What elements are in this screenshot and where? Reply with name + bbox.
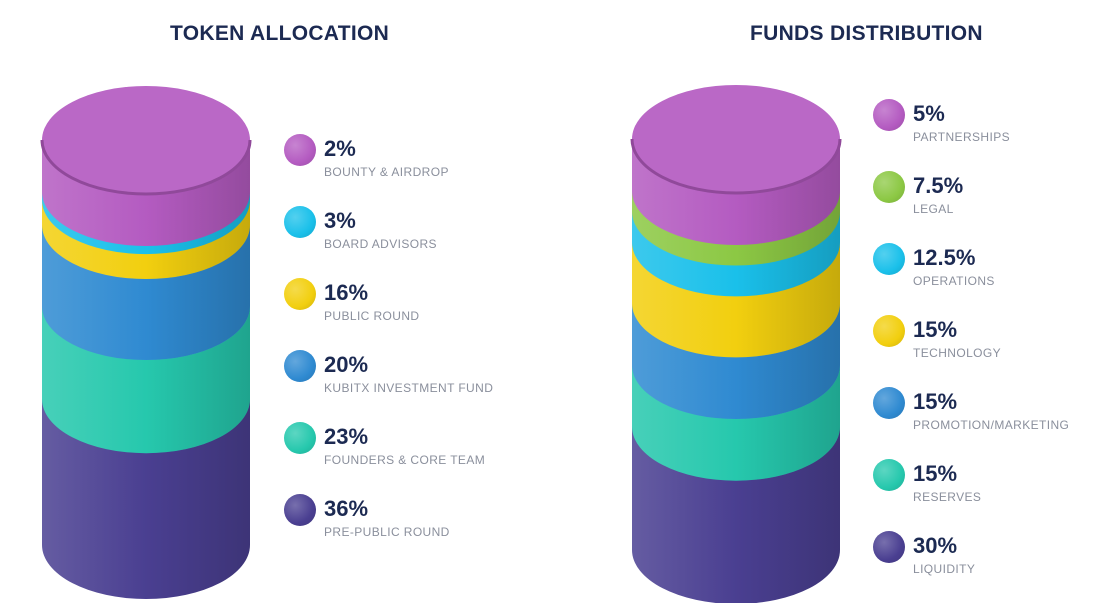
legend-item: 15% TECHNOLOGY xyxy=(873,313,1104,373)
legend-color-dot xyxy=(873,531,905,563)
legend-color-dot xyxy=(284,350,316,382)
legend-value: 5% xyxy=(913,101,945,126)
legend-label: PRE-PUBLIC ROUND xyxy=(324,525,450,539)
cylinder-slice xyxy=(630,85,842,245)
cylinder-top-rim xyxy=(630,138,842,195)
funds-distribution-panel: FUNDS DISTRIBUTION 5% PARTNERSHIPS 7.5% LEG… xyxy=(552,0,1104,603)
legend-value: 7.5% xyxy=(913,173,964,198)
legend-item: 15% RESERVES xyxy=(873,457,1104,517)
legend-label: OPERATIONS xyxy=(913,274,995,288)
legend-item: 36% PRE-PUBLIC ROUND xyxy=(284,492,524,552)
legend-value: 36% xyxy=(324,496,369,521)
legend-item: 3% BOARD ADVISORS xyxy=(284,204,524,264)
legend-item: 30% LIQUIDITY xyxy=(873,529,1104,589)
legend-item: 20% KUBITX INVESTMENT FUND xyxy=(284,348,524,408)
legend-item: 2% BOUNTY & AIRDROP xyxy=(284,132,524,192)
legend-item: 16% PUBLIC ROUND xyxy=(284,276,524,336)
legend-value: 30% xyxy=(913,533,958,558)
legend-label: FOUNDERS & CORE TEAM xyxy=(324,453,486,467)
cylinder-slice-top xyxy=(42,86,250,194)
legend-color-dot xyxy=(873,459,905,491)
legend-color-dot xyxy=(873,171,905,203)
legend-value: 15% xyxy=(913,461,958,486)
legend-value: 15% xyxy=(913,317,958,342)
legend-label: PROMOTION/MARKETING xyxy=(913,418,1070,432)
cylinder-stack-chart xyxy=(630,85,842,603)
legend-item: 15% PROMOTION/MARKETING xyxy=(873,385,1104,445)
legend-label: LIQUIDITY xyxy=(913,562,976,576)
legend-label: RESERVES xyxy=(913,490,982,504)
legend-item: 23% FOUNDERS & CORE TEAM xyxy=(284,420,524,480)
legend-label: PARTNERSHIPS xyxy=(913,130,1011,144)
cylinder-slice-top xyxy=(632,85,840,193)
legend-item: 7.5% LEGAL xyxy=(873,169,1104,229)
legend-value: 16% xyxy=(324,280,369,305)
legend-value: 2% xyxy=(324,136,356,161)
legend-color-dot xyxy=(873,243,905,275)
legend-label: BOUNTY & AIRDROP xyxy=(324,165,449,179)
cylinder-slice xyxy=(40,86,252,246)
legend-label: PUBLIC ROUND xyxy=(324,309,420,323)
legend-value: 3% xyxy=(324,208,356,233)
legend-color-dot xyxy=(284,278,316,310)
cylinder-stack-chart xyxy=(40,86,252,599)
legend-color-dot xyxy=(284,134,316,166)
legend-value: 20% xyxy=(324,352,369,377)
legend-value: 12.5% xyxy=(913,245,976,270)
cylinder-slice-side xyxy=(42,399,250,599)
legend-color-dot xyxy=(284,422,316,454)
token-allocation-panel: TOKEN ALLOCATION 2% BOUNTY & AIRDROP 3% BOA… xyxy=(40,22,524,599)
legend-label: KUBITX INVESTMENT FUND xyxy=(324,381,494,395)
legend-label: LEGAL xyxy=(913,202,954,216)
legend-color-dot xyxy=(873,387,905,419)
legend-label: TECHNOLOGY xyxy=(913,346,1002,360)
legend-value: 15% xyxy=(913,389,958,414)
legend-item: 5% PARTNERSHIPS xyxy=(873,97,1104,157)
legend-color-dot xyxy=(873,315,905,347)
legend-value: 23% xyxy=(324,424,369,449)
legend-color-dot xyxy=(873,99,905,131)
cylinder-top-rim xyxy=(40,139,252,196)
legend-label: BOARD ADVISORS xyxy=(324,237,437,251)
chart-title: FUNDS DISTRIBUTION xyxy=(750,22,983,45)
chart-title: TOKEN ALLOCATION xyxy=(170,22,390,45)
legend-color-dot xyxy=(284,206,316,238)
legend-item: 12.5% OPERATIONS xyxy=(873,241,1104,301)
legend-color-dot xyxy=(284,494,316,526)
